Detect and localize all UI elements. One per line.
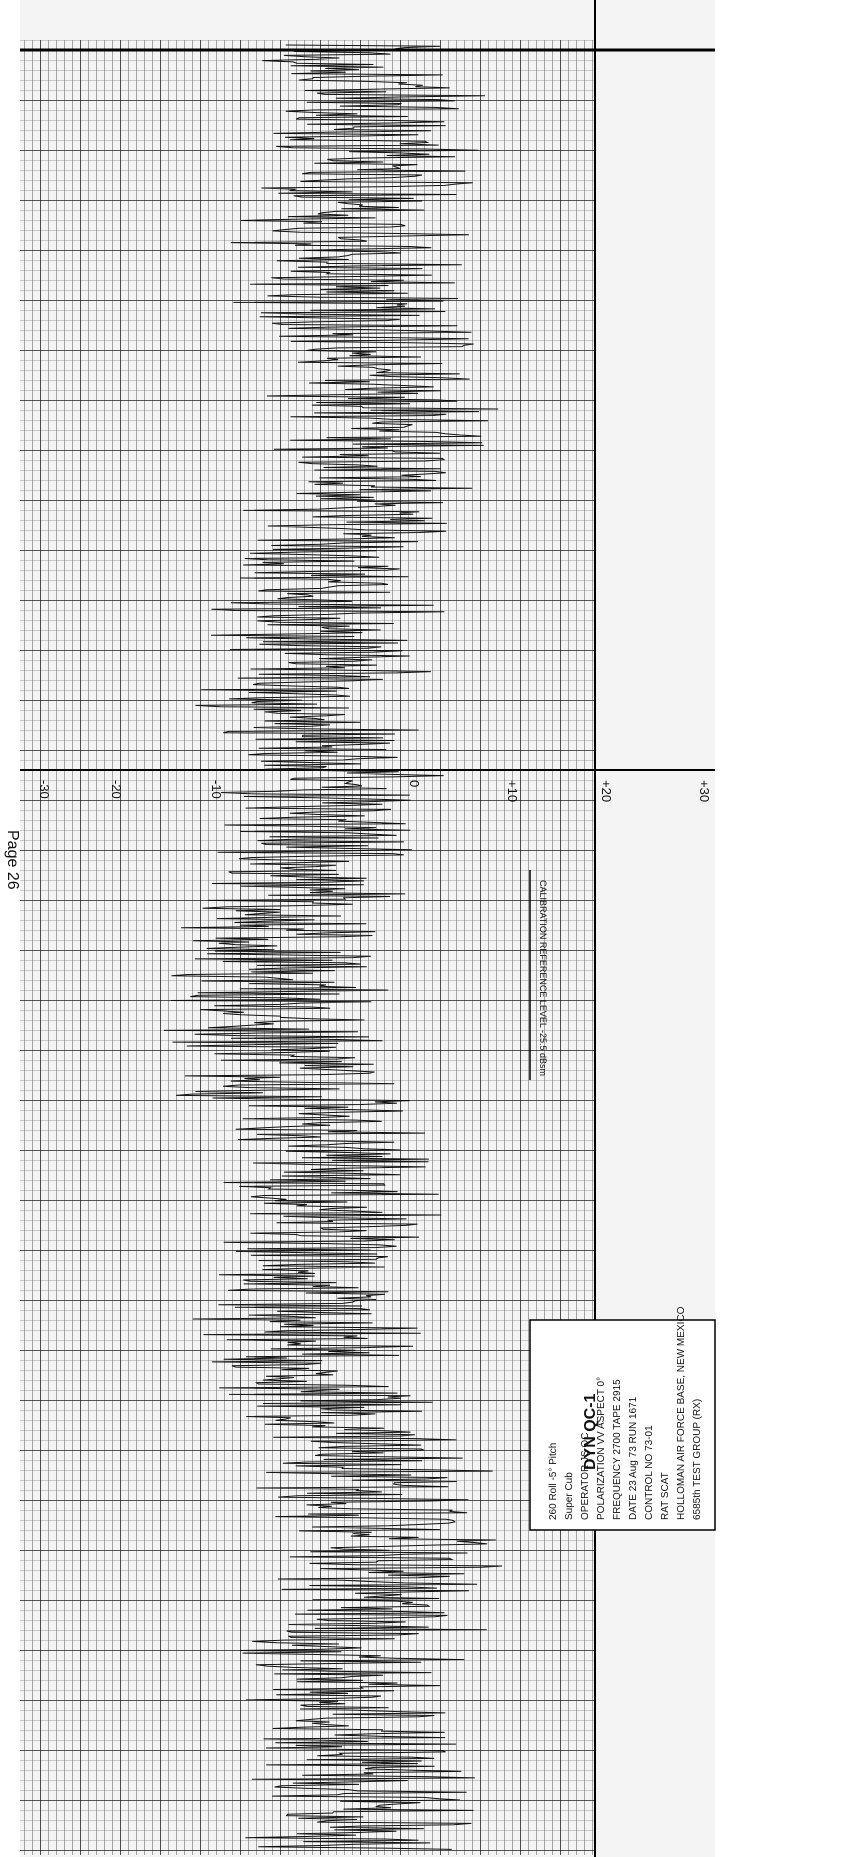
info-line: Super Cub (564, 1472, 575, 1520)
info-line: 6585th TEST GROUP (RX) (692, 1399, 703, 1520)
info-line: FREQUENCY 2700 TAPE 2915 (612, 1379, 623, 1520)
scale-label: 0 (407, 780, 422, 787)
page: -30 -20 -10 0 +10 +20 +30 Page 26 CALIBRATION … (0, 0, 847, 1857)
calibration-note: CALIBRATION REFERENCE LEVEL -25.5 dBsm (538, 880, 548, 1076)
info-line: HOLLOMAN AIR FORCE BASE, NEW MEXICO (676, 1306, 687, 1520)
scale-label: -20 (109, 780, 124, 799)
stamp: DYN QC-1 (582, 1393, 599, 1470)
info-line: RAT SCAT (660, 1472, 671, 1520)
info-line: DATE 23 Aug 73 RUN 1671 (628, 1396, 639, 1520)
scale-label: -30 (37, 780, 52, 799)
info-line: CONTROL NO 73-01 (644, 1425, 655, 1520)
page-number: Page 26 (4, 830, 21, 890)
info-line: 260 Roll -5° Pitch (548, 1443, 559, 1520)
scale-label: +10 (505, 780, 520, 802)
scale-label: +30 (697, 780, 712, 802)
scale-label: +20 (599, 780, 614, 802)
scale-label: -10 (209, 780, 224, 799)
strip-chart: -30 -20 -10 0 +10 +20 +30 Page 26 CALIBRATION … (0, 0, 847, 1857)
